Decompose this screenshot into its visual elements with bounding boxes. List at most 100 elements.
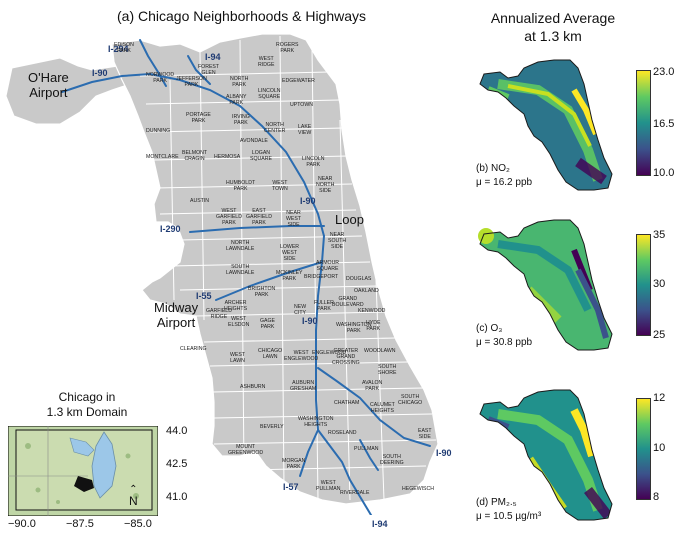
highway-label-i94-south: I-94: [372, 519, 388, 529]
neighborhood-label: BRIGHTON PARK: [248, 286, 276, 298]
neighborhood-label: GAGE PARK: [260, 318, 275, 330]
neighborhood-label: MORGAN PARK: [282, 458, 306, 470]
neighborhood-label: ASHBURN: [240, 384, 266, 390]
inset-map: [8, 426, 158, 516]
neighborhood-label: HEGEWISCH: [402, 486, 434, 492]
neighborhood-label: EDGEWATER: [282, 78, 315, 84]
highway-label-i94-north: I-94: [205, 52, 221, 62]
neighborhood-label: WEST ELSDON: [228, 316, 250, 328]
highway-bishop-ford: [359, 439, 379, 471]
neighborhood-label: CHICAGO LAWN: [258, 348, 283, 360]
neighborhood-label: OAKLAND: [354, 288, 379, 294]
neighborhood-label: SOUTH DEERING: [380, 454, 404, 466]
highway-label-i90-southeast: I-90: [436, 448, 452, 458]
inset-lat-tick: 41.0: [166, 491, 188, 503]
neighborhood-label: EAST SIDE: [418, 428, 432, 440]
neighborhood-label: PORTAGE PARK: [186, 112, 211, 124]
neighborhood-label: WASHINGTON HEIGHTS: [298, 416, 334, 428]
highway-label-i90-west: I-90: [92, 68, 108, 78]
inset-lon-tick: −90.0: [8, 518, 36, 530]
neighborhood-label: IRVING PARK: [232, 114, 250, 126]
o3-colorbar-tick: 25: [653, 329, 666, 341]
pm25-colorbar-tick: 10: [653, 442, 666, 454]
neighborhood-label: PULLMAN: [354, 446, 379, 452]
loop-label: Loop: [335, 212, 364, 227]
ohare-label: O'Hare Airport: [28, 70, 69, 100]
neighborhood-label: MOUNT GREENWOOD: [228, 444, 264, 456]
pm25-map: [479, 389, 613, 521]
city-outline: [111, 33, 439, 505]
highway-label-i90-south: I-90: [302, 316, 318, 326]
neighborhood-label: DOUGLAS: [346, 276, 372, 282]
no2-colorbar-tick: 23.0: [653, 66, 675, 78]
neighborhood-label: AUSTIN: [190, 198, 210, 204]
neighborhood-label: LINCOLN SQUARE: [258, 88, 281, 100]
inset-lat-tick: 44.0: [166, 425, 188, 437]
neighborhood-label: BRIDGEPORT: [304, 274, 339, 280]
inset-lon-tick: −87.5: [66, 518, 94, 530]
neighborhood-label: DUNNING: [146, 128, 171, 134]
inset-lon-tick: −85.0: [124, 518, 152, 530]
highway-i57: [299, 429, 319, 477]
neighborhood-label: NEAR NORTH SIDE: [316, 176, 335, 194]
highway-kennedy: [239, 105, 325, 237]
midway-label: Midway Airport: [154, 300, 199, 330]
neighborhood-label: EDISON PARK: [114, 42, 134, 54]
neighborhood-label: KENWOOD: [358, 308, 386, 314]
inset-lat-tick: 42.5: [166, 458, 188, 470]
chicago-map: [5, 33, 439, 515]
neighborhood-label: NORWOOD PARK: [146, 72, 175, 84]
neighborhood-label: BELMONT CRAGIN: [182, 150, 208, 162]
neighborhood-label: LOWER WEST SIDE: [280, 244, 300, 262]
neighborhood-label: JEFFERSON PARK: [176, 76, 207, 88]
neighborhood-label: ENGLEWOOD: [312, 350, 347, 356]
neighborhood-label: SOUTH CHICAGO: [398, 394, 423, 406]
neighborhood-label: LINCOLN PARK: [302, 156, 325, 168]
no2-colorbar-tick: 16.5: [653, 118, 675, 130]
neighborhood-label: GRAND BOULEVARD: [332, 296, 364, 308]
neighborhood-label: CHATHAM: [334, 400, 360, 406]
highway-label-i90-center: I-90: [300, 196, 316, 206]
no2-colorbar: [636, 70, 651, 176]
o3-caption: (c) O₃ μ = 30.8 ppb: [476, 323, 533, 348]
right-title-line1: Annualized Average: [490, 10, 616, 26]
neighborhood-label: NORTH CENTER: [264, 122, 286, 134]
neighborhood-label: NEW CITY: [294, 304, 307, 316]
neighborhood-label: SOUTH SHORE: [378, 364, 397, 376]
neighborhood-label: AVALON PARK: [362, 380, 383, 392]
neighborhood-label: NORTH LAWNDALE: [226, 240, 255, 252]
neighborhood-label: RIVERDALE: [340, 490, 370, 496]
neighborhood-label: MCKINLEY PARK: [276, 270, 303, 282]
neighborhood-label: AUBURN GRESHAM: [290, 380, 317, 392]
neighborhood-label: WEST TOWN: [272, 180, 288, 192]
neighborhood-label: WOODLAWN: [364, 348, 396, 354]
neighborhood-label: SOUTH LAWNDALE: [226, 264, 255, 276]
neighborhood-label: BEVERLY: [260, 424, 284, 430]
o3-colorbar-tick: 35: [653, 229, 666, 241]
no2-caption: (b) NO₂ μ = 16.2 ppb: [476, 163, 533, 188]
highway-label-i55: I-55: [196, 291, 212, 301]
neighborhood-label: NORTH PARK: [230, 76, 249, 88]
o3-colorbar: [636, 234, 651, 336]
o3-map: [478, 219, 613, 351]
neighborhood-label: ROSELAND: [328, 430, 357, 436]
neighborhood-label: WEST GARFIELD PARK: [216, 208, 242, 226]
neighborhood-label: EAST GARFIELD PARK: [246, 208, 272, 226]
neighborhood-label: ARCHER HEIGHTS: [224, 300, 248, 312]
neighborhood-label: AVONDALE: [240, 138, 268, 144]
highway-i90-west: [61, 72, 241, 107]
neighborhood-label: ALBANY PARK: [226, 94, 247, 106]
neighborhood-label: GARFIELD RIDGE: [206, 308, 232, 320]
neighborhood-label: HYDE PARK: [366, 320, 381, 332]
highway-i55: [215, 261, 323, 301]
neighborhood-label: WASHINGTON PARK: [336, 322, 372, 334]
highway-i94-north: [187, 55, 211, 85]
neighborhood-label: MONTCLARE: [146, 154, 179, 160]
inset-title: Chicago in 1.3 km Domain: [46, 390, 128, 419]
highways: [61, 39, 431, 515]
neighborhood-label: WEST PULLMAN: [316, 480, 341, 492]
neighborhood-label: LOGAN SQUARE: [250, 150, 272, 162]
highway-label-i57: I-57: [283, 482, 299, 492]
neighborhood-label: WEST RIDGE: [258, 56, 275, 68]
neighborhood-label: NEAR SOUTH SIDE: [328, 232, 347, 250]
